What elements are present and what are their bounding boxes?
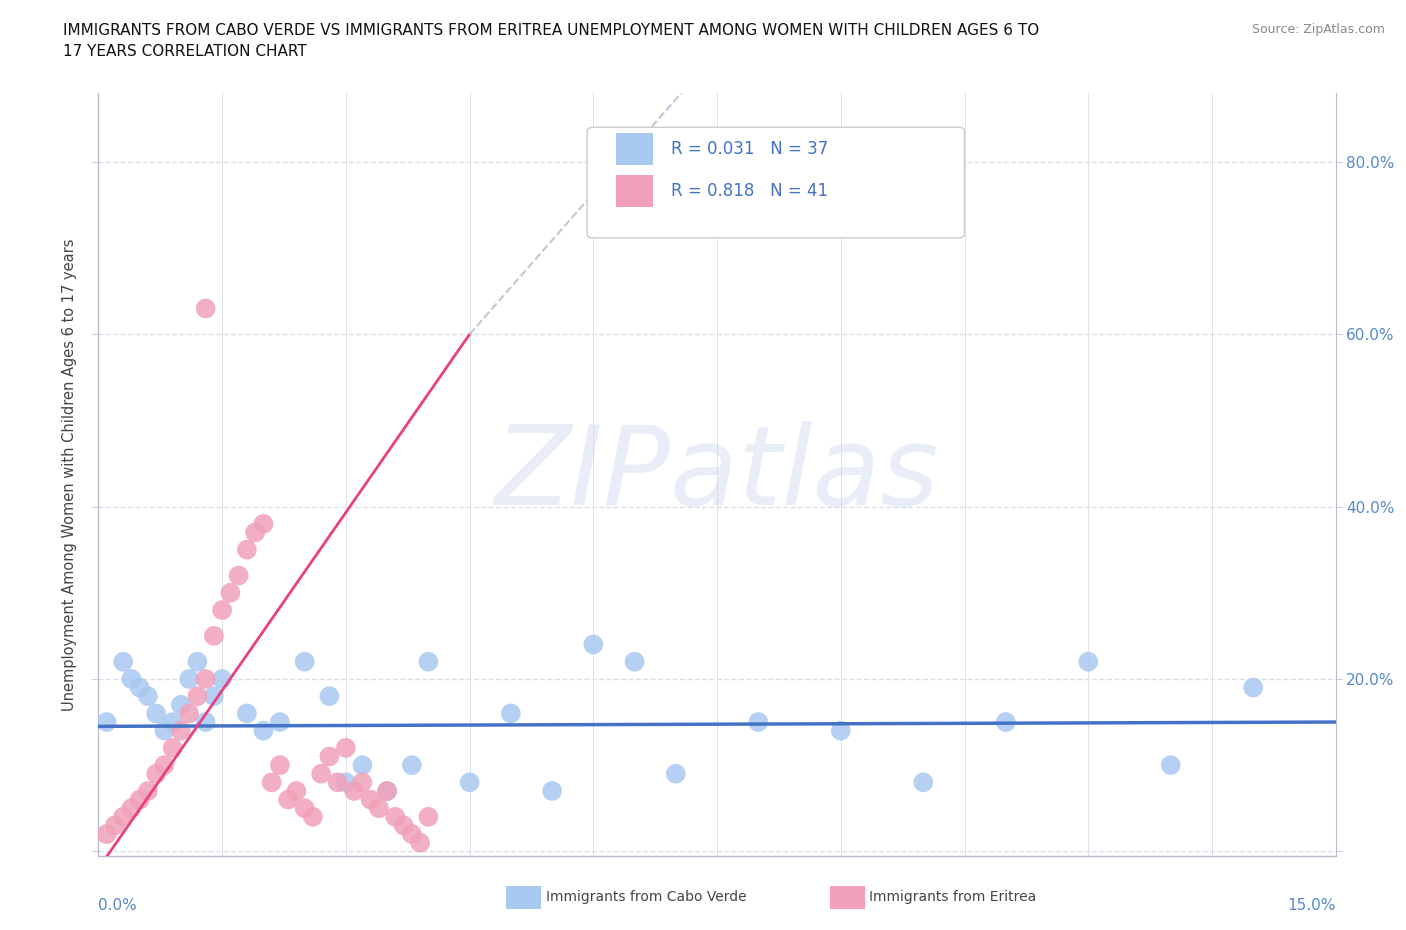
Y-axis label: Unemployment Among Women with Children Ages 6 to 17 years: Unemployment Among Women with Children A… (62, 238, 77, 711)
Point (912, 775, 935, 790)
Point (153, 724, 176, 738)
Point (418, 809, 440, 824)
Point (375, 784, 398, 799)
Point (260, 775, 283, 790)
Point (401, 758, 423, 773)
Text: Immigrants from Cabo Verde: Immigrants from Cabo Verde (546, 890, 747, 905)
Point (994, 714, 1017, 729)
Point (179, 706, 201, 721)
Point (318, 749, 340, 764)
Text: Immigrants from Eritrea: Immigrants from Eritrea (869, 890, 1036, 905)
Point (302, 809, 325, 824)
Point (128, 680, 150, 695)
FancyBboxPatch shape (588, 127, 965, 238)
Point (194, 714, 217, 729)
Point (375, 784, 398, 799)
Point (243, 525, 266, 540)
Point (830, 724, 852, 738)
Point (252, 516, 274, 531)
Point (418, 655, 440, 670)
Point (269, 714, 291, 729)
Point (219, 585, 242, 600)
Point (252, 724, 274, 738)
Point (112, 809, 135, 824)
Point (153, 758, 176, 773)
Point (335, 740, 357, 755)
Point (1241, 680, 1264, 695)
Point (285, 784, 308, 799)
Point (211, 603, 233, 618)
Point (120, 801, 142, 816)
Point (541, 784, 564, 799)
Point (343, 784, 366, 799)
Point (128, 792, 150, 807)
Point (194, 301, 217, 316)
Point (352, 758, 374, 773)
Point (211, 671, 233, 686)
Point (236, 706, 259, 721)
Point (1160, 758, 1182, 773)
Point (392, 818, 415, 833)
Point (136, 689, 159, 704)
Point (582, 637, 605, 652)
Point (294, 801, 316, 816)
Point (96, 827, 118, 842)
Point (170, 724, 193, 738)
Point (162, 714, 184, 729)
Point (202, 629, 225, 644)
Point (318, 689, 340, 704)
Point (194, 671, 217, 686)
Text: Source: ZipAtlas.com: Source: ZipAtlas.com (1251, 23, 1385, 36)
Text: ZIPatlas: ZIPatlas (495, 420, 939, 528)
Point (623, 655, 645, 670)
Point (401, 827, 423, 842)
Text: R = 0.031   N = 37: R = 0.031 N = 37 (671, 140, 828, 158)
Point (367, 801, 389, 816)
Point (145, 766, 167, 781)
Point (96, 714, 118, 729)
Point (104, 818, 127, 833)
Point (384, 809, 406, 824)
Text: 15.0%: 15.0% (1288, 897, 1336, 912)
Point (162, 740, 184, 755)
Point (309, 766, 332, 781)
Point (186, 655, 208, 670)
Point (747, 714, 769, 729)
Point (499, 706, 522, 721)
Point (136, 784, 159, 799)
Point (326, 775, 349, 790)
Point (269, 758, 291, 773)
Point (202, 689, 225, 704)
Bar (616, 133, 652, 166)
Point (352, 775, 374, 790)
Text: 0.0%: 0.0% (98, 897, 138, 912)
Point (665, 766, 688, 781)
Point (120, 671, 142, 686)
Point (186, 689, 208, 704)
Text: IMMIGRANTS FROM CABO VERDE VS IMMIGRANTS FROM ERITREA UNEMPLOYMENT AMONG WOMEN W: IMMIGRANTS FROM CABO VERDE VS IMMIGRANTS… (63, 23, 1039, 60)
Point (335, 775, 357, 790)
Point (170, 698, 193, 712)
Point (179, 671, 201, 686)
Point (236, 542, 259, 557)
Point (145, 706, 167, 721)
Point (277, 792, 299, 807)
Point (112, 655, 135, 670)
Point (228, 568, 250, 583)
Bar (616, 176, 652, 207)
Point (458, 775, 481, 790)
Point (360, 792, 382, 807)
Point (294, 655, 316, 670)
Point (1077, 655, 1099, 670)
Text: R = 0.818   N = 41: R = 0.818 N = 41 (671, 182, 828, 200)
Point (409, 835, 432, 850)
